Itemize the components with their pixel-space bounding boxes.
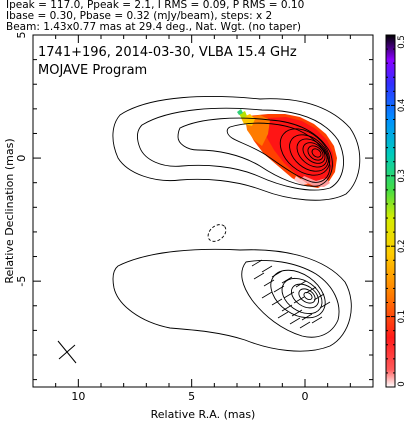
y-tick-label: 5 bbox=[15, 32, 28, 39]
colorbar-tick-label: 0.3 bbox=[397, 169, 407, 183]
total-intensity-contours bbox=[112, 96, 361, 201]
header-line-2: Ibase = 0.30, Pbase = 0.32 (mJy/beam), s… bbox=[6, 10, 273, 22]
colorbar bbox=[385, 34, 396, 388]
x-tick-label: 0 bbox=[302, 390, 309, 403]
header-line-3: Beam: 1.43x0.77 mas at 29.4 deg., Nat. W… bbox=[6, 21, 301, 33]
image-area bbox=[57, 96, 361, 364]
colorbar-tick-label: 0.5 bbox=[397, 35, 407, 49]
plot-frame bbox=[32, 34, 374, 388]
y-tick-label: -5 bbox=[15, 276, 28, 287]
y-tick-label: 0 bbox=[15, 155, 28, 162]
beam-cross bbox=[57, 340, 77, 364]
negative-contour bbox=[207, 224, 227, 242]
header-line-1: Ipeak = 117.0, Ppeak = 2.1, I RMS = 0.09… bbox=[6, 0, 305, 11]
source-label: 1741+196, 2014-03-30, VLBA 15.4 GHz bbox=[38, 45, 297, 60]
x-tick-label: 5 bbox=[188, 390, 195, 403]
axis-ticks bbox=[32, 34, 374, 387]
colorbar-tick-label: 0.2 bbox=[397, 239, 407, 253]
y-axis-label: Relative Declination (mas) bbox=[3, 138, 16, 283]
colorbar-tick-label: 0.1 bbox=[397, 310, 407, 324]
x-tick-label: 10 bbox=[71, 390, 85, 403]
program-label: MOJAVE Program bbox=[38, 63, 147, 78]
colorbar-tick-label: 0.4 bbox=[397, 99, 407, 113]
polarization-color-region bbox=[237, 109, 337, 188]
x-axis-label: Relative R.A. (mas) bbox=[151, 408, 256, 421]
colorbar-ticks bbox=[386, 34, 395, 388]
polarization-contours bbox=[112, 248, 352, 352]
colorbar-tick-label: 0 bbox=[397, 381, 407, 386]
evpa-vectors bbox=[251, 259, 331, 329]
